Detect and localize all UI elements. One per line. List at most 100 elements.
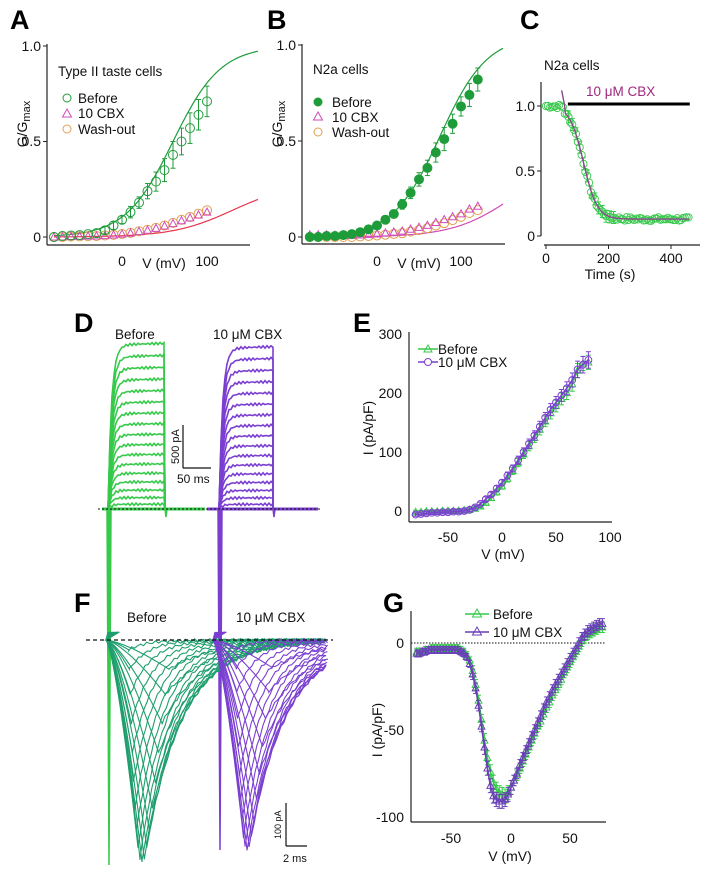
data-point [552,398,560,407]
data-point [142,186,153,197]
data-point [518,752,528,761]
a-legend: Before 10 CBX Wash-out [61,91,136,137]
data-point [586,624,595,633]
data-point [503,789,513,798]
current-trace-before [107,501,166,511]
data-point [521,746,531,755]
g-legend-marker-cbx [471,625,483,636]
g-xtick-label-m50: -50 [441,830,461,846]
sodium-current-trace-before [105,631,326,863]
data-point [422,220,433,229]
data-point [562,659,572,668]
data-point [380,214,391,225]
data-point [509,775,519,784]
sodium-current-trace-cbx [212,631,327,822]
data-point [622,213,631,222]
data-point [486,780,495,789]
capacitive-transient-cbx [217,508,223,851]
a-legend-before: Before [78,91,118,106]
g-xtick-label-50: 50 [562,830,578,846]
e-ytick-label-200: 200 [379,385,403,401]
data-point [430,147,441,158]
tail-transient-cbx [272,508,276,518]
data-point [117,214,127,225]
data-point [555,100,564,110]
sodium-current-trace-before [105,631,326,832]
a-ytick-label-0: 0 [33,229,41,245]
g-xlabel: V (mV) [488,848,532,864]
data-point [570,126,579,135]
data-point [472,74,483,85]
b-xlabel: V (mV) [397,255,441,271]
data-point [524,739,533,748]
data-point [193,109,204,120]
data-point [497,796,507,805]
data-point [108,229,119,239]
e-legend-cbx: 10 μM CBX [438,355,507,370]
data-point [397,199,408,210]
data-point [176,215,187,225]
data-point [125,207,136,218]
data-point [388,208,399,219]
data-point [548,685,557,694]
data-point [584,356,593,364]
data-point [456,211,466,222]
d-scale-current: 500 pA [170,428,182,464]
data-point [525,439,533,448]
data-point [49,231,59,241]
series-line-1 [415,359,589,516]
current-trace-cbx [218,488,274,509]
data-point [456,208,466,218]
data-point [444,508,452,517]
sodium-current-trace-before [104,631,325,753]
data-point [473,201,483,210]
current-trace-cbx [218,433,274,509]
a-annotation: Type II taste cells [58,64,163,79]
data-point [185,212,195,222]
data-point [684,213,693,222]
c-ytick-label-1: 1.0 [516,98,536,114]
data-point [589,622,598,631]
data-point [100,230,110,240]
e-xtick-label-0: 0 [498,529,506,545]
data-point [363,229,374,239]
current-trace-cbx [218,471,274,509]
d-traces [98,341,322,866]
current-trace-cbx [218,461,274,510]
data-point [389,226,399,236]
e-legend-before: Before [438,342,478,357]
data-point [439,134,450,145]
current-trace-before [107,420,166,510]
data-point [460,507,469,515]
data-point [439,218,450,229]
data-point [545,692,554,701]
data-point [464,203,475,213]
e-xtick-label-50: 50 [548,529,564,545]
g-ytick-label-m100: -100 [376,809,404,825]
data-point [151,223,161,232]
data-point [372,220,382,231]
data-point [598,618,607,628]
panel-e: 300 200 100 0 -50 0 50 100 V (mV) I (pA/… [360,326,622,562]
g-plot-area [412,618,607,809]
a-ytick-label-1: 1.0 [22,38,42,54]
data-point [438,508,447,517]
data-point [151,176,161,187]
data-point [471,683,480,692]
data-point [346,229,357,240]
data-point [474,700,483,709]
data-point [468,669,477,678]
a-legend-washout: Wash-out [78,122,136,137]
data-point [193,209,204,219]
data-point [575,143,584,152]
data-point [176,136,187,147]
data-point [168,218,178,228]
current-trace-cbx [218,401,274,510]
data-point [304,232,315,242]
data-point [514,456,523,465]
f-traces [86,631,333,863]
g-ytick-label-0: 0 [396,635,404,651]
data-point [372,228,382,238]
panel-d: Before 10 μM CBX 500 pA 50 ms [98,327,322,866]
data-point [159,220,170,230]
